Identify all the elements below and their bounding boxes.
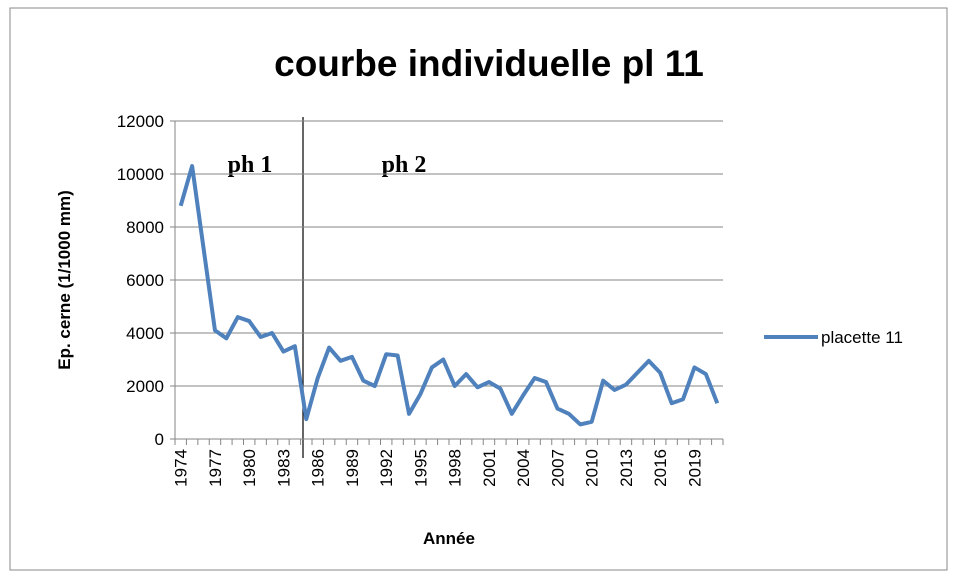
x-tick-label: 2007 <box>548 449 567 487</box>
y-tick-label: 0 <box>155 430 164 449</box>
x-tick-label: 2004 <box>514 449 533 487</box>
x-tick-label: 1992 <box>377 449 396 487</box>
data-line <box>178 164 720 427</box>
y-tick-label: 12000 <box>117 112 164 131</box>
x-tick-label: 1980 <box>240 449 259 487</box>
x-tick-label: 2001 <box>480 449 499 487</box>
y-axis-label: Ep. cerne (1/1000 mm) <box>55 190 74 370</box>
legend-label: placette 11 <box>821 328 903 347</box>
y-tick-label: 4000 <box>126 324 164 343</box>
x-tick-label: 2016 <box>651 449 670 487</box>
chart-title: courbe individuelle pl 11 <box>274 43 704 84</box>
y-tick-label: 10000 <box>117 165 164 184</box>
x-tick-label: 1986 <box>309 449 328 487</box>
chart-border <box>9 7 948 571</box>
x-tick-label: 2010 <box>583 449 602 487</box>
x-tick-label: 1974 <box>172 449 191 487</box>
x-tick-label: 2019 <box>685 449 704 487</box>
y-tick-label: 2000 <box>126 377 164 396</box>
x-tick-label: 2013 <box>617 449 636 487</box>
y-tick-label: 6000 <box>126 271 164 290</box>
y-tick-label: 8000 <box>126 218 164 237</box>
x-tick-label: 1977 <box>206 449 225 487</box>
x-tick-label: 1998 <box>446 449 465 487</box>
x-tick-label: 1989 <box>343 449 362 487</box>
x-tick-label: 1983 <box>274 449 293 487</box>
x-axis-label: Année <box>423 529 475 548</box>
x-tick-label: 1995 <box>411 449 430 487</box>
